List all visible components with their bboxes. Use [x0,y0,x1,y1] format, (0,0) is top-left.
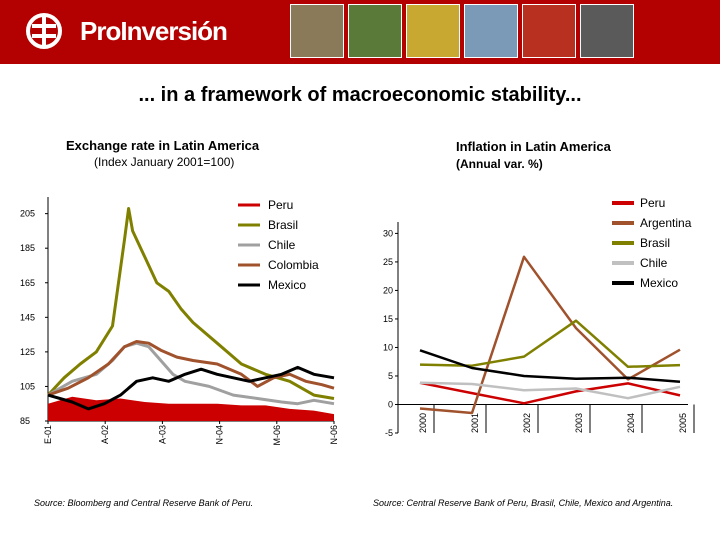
inflation-chart-subtitle: (Annual var. %) [456,157,543,171]
exchange-x-tick-label: A-03 [157,425,167,444]
exchange-series-brasil [46,207,335,400]
inflation-y-tick-label: 15 [383,314,393,324]
inflation-y-tick-label: 20 [383,285,393,295]
photo-stone-wall [290,4,344,58]
exchange-chart-subtitle: (Index January 2001=100) [94,155,235,169]
exchange-x-tick-label: M-06 [272,425,282,446]
exchange-y-tick-label: 85 [20,416,30,426]
inflation-y-tick-label: 5 [388,371,393,381]
inflation-x-tick-label: 2001 [470,413,480,433]
exchange-series-colombia [47,340,335,397]
exchange-series-mexico [47,365,335,411]
inflation-legend-label: Chile [640,256,668,270]
exchange-legend-label: Mexico [268,278,306,292]
exchange-y-tick-label: 145 [20,312,35,322]
photo-peppers [522,4,576,58]
inflation-y-tick-label: 30 [383,228,393,238]
exchange-legend-label: Brasil [268,218,298,232]
inflation-x-tick-label: 2002 [522,413,532,433]
exchange-x-tick-label: N-04 [215,425,225,445]
inflation-legend-label: Peru [640,196,665,210]
inflation-legend-label: Brasil [640,236,670,250]
inflation-x-tick-label: 2000 [418,413,428,433]
header-photo-strip [290,4,634,60]
inflation-series-argentina [419,255,681,415]
exchange-y-tick-label: 105 [20,381,35,391]
source-note-left: Source: Bloomberg and Central Reserve Ba… [34,498,254,508]
source-note-right: Source: Central Reserve Bank of Peru, Br… [373,498,674,508]
exchange-y-tick-label: 125 [20,347,35,357]
exchange-series-peru-area [48,396,334,421]
exchange-y-tick-label: 205 [20,209,35,219]
inflation-y-tick-label: 10 [383,342,393,352]
inflation-y-tick-label: 25 [383,257,393,267]
photo-airplane [464,4,518,58]
exchange-legend-label: Peru [268,198,293,212]
inflation-x-tick-label: 2005 [678,413,688,433]
exchange-x-tick-label: N-06 [329,425,339,445]
exchange-legend-label: Chile [268,238,296,252]
exchange-y-tick-label: 165 [20,278,35,288]
header-banner: ProInversión [0,0,720,64]
exchange-legend-label: Colombia [268,258,319,272]
photo-highway [580,4,634,58]
inflation-series-chile [419,381,681,400]
exchange-x-tick-label: A-02 [100,425,110,444]
inflation-series-brasil [419,319,681,369]
exchange-y-tick-label: 185 [20,243,35,253]
slide-title: ... in a framework of macroeconomic stab… [138,84,582,106]
inflation-legend-label: Argentina [640,216,692,230]
inflation-legend-label: Mexico [640,276,678,290]
exchange-chart-title: Exchange rate in Latin America [66,138,260,153]
inflation-y-tick-label: -5 [385,428,393,438]
inflation-x-tick-label: 2004 [626,413,636,433]
inflation-series-mexico [419,349,681,383]
brand-name: ProInversión [80,16,228,46]
inflation-y-tick-label: 0 [388,399,393,409]
photo-produce [406,4,460,58]
exchange-x-tick-label: E-01 [43,425,53,444]
photo-field [348,4,402,58]
inflation-chart-title: Inflation in Latin America [456,139,611,154]
proinversion-logo-icon [26,13,62,49]
inflation-x-tick-label: 2003 [574,413,584,433]
inflation-series-peru [419,381,681,405]
